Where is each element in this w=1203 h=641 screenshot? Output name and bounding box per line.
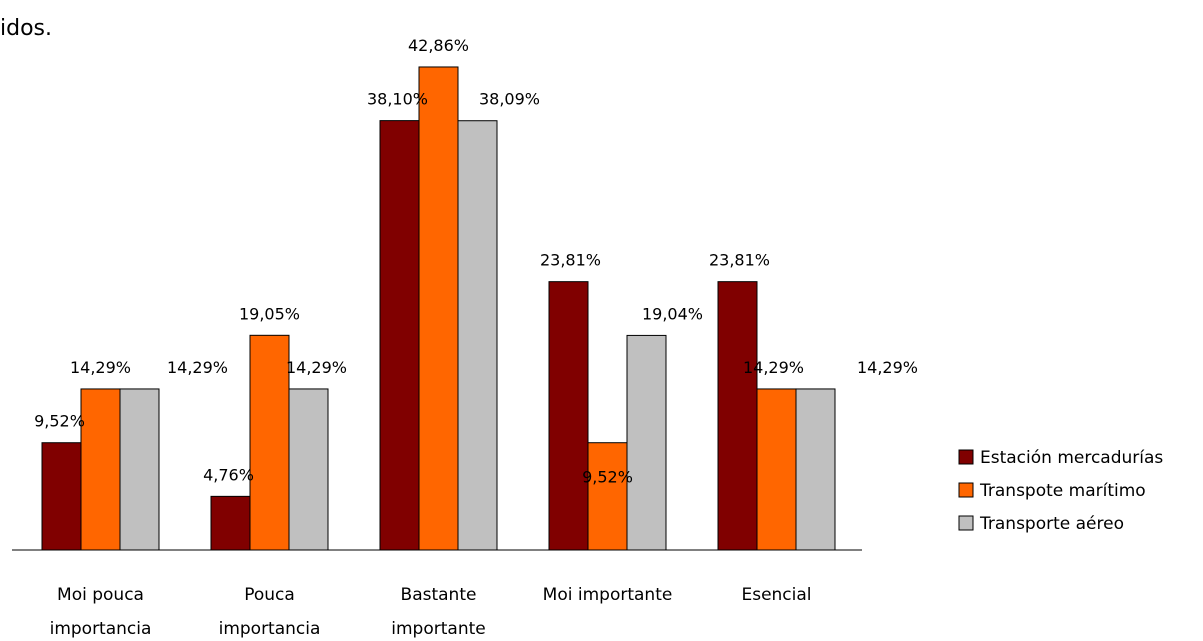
- value-label: 38,10%: [367, 90, 428, 109]
- value-label: 14,29%: [857, 358, 918, 377]
- value-label: 23,81%: [540, 251, 601, 270]
- category-label: Bastante: [401, 585, 477, 605]
- value-label: 14,29%: [743, 358, 804, 377]
- legend-swatch: [958, 482, 974, 498]
- bar-3-1: [119, 388, 160, 551]
- category-labels-layer: Moi pouca importancia Pouca importancia Bast…: [50, 585, 812, 639]
- bar-2-1: [80, 388, 121, 551]
- value-labels-layer: 9,52% 4,76% 38,10% 23,81% 23,81% 14,29% 19,05%…: [34, 36, 918, 487]
- legend-label: Transporte aéreo: [979, 514, 1124, 534]
- legend-swatch: [958, 449, 974, 465]
- category-label: Moi pouca: [57, 585, 144, 605]
- category-label: importancia: [50, 619, 152, 639]
- bar-1-4: [548, 281, 589, 551]
- value-label: 9,52%: [582, 468, 633, 487]
- category-label: Esencial: [741, 585, 811, 605]
- legend-label: Transpote marítimo: [979, 481, 1146, 501]
- bar-1-5: [717, 281, 758, 551]
- legend-swatch: [958, 515, 974, 531]
- legend-label: Estación mercadurías: [980, 448, 1163, 468]
- value-label: 4,76%: [203, 465, 254, 484]
- legend: Estación mercadurías Transpote marítimo Tr…: [958, 448, 1163, 534]
- value-label: 14,29%: [167, 358, 228, 377]
- bar-2-2: [249, 334, 290, 551]
- value-label: 42,86%: [408, 36, 469, 55]
- bars-layer: [41, 66, 836, 551]
- category-label: importancia: [219, 619, 321, 639]
- value-label: 38,09%: [479, 90, 540, 109]
- bar-1-1: [41, 442, 82, 551]
- value-label: 19,05%: [239, 304, 300, 323]
- bar-2-5: [756, 388, 797, 551]
- bar-2-3: [418, 66, 459, 551]
- partial-heading-text: idos.: [0, 16, 52, 41]
- bar-1-2: [210, 495, 251, 551]
- value-label: 9,52%: [34, 412, 85, 431]
- bar-3-2: [288, 388, 329, 551]
- category-label: importante: [391, 619, 485, 639]
- value-label: 14,29%: [70, 358, 131, 377]
- category-label: Moi importante: [543, 585, 673, 605]
- category-label: Pouca: [244, 585, 295, 605]
- bar-3-4: [626, 334, 667, 551]
- value-label: 23,81%: [709, 251, 770, 270]
- value-label: 19,04%: [642, 304, 703, 323]
- value-label: 14,29%: [286, 358, 347, 377]
- bar-1-3: [379, 120, 420, 551]
- bar-3-3: [457, 120, 498, 551]
- bar-3-5: [795, 388, 836, 551]
- bar-2-4: [587, 442, 628, 551]
